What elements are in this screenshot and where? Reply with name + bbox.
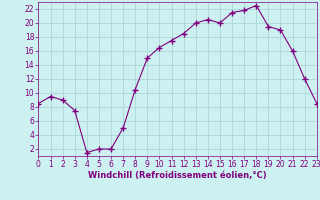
X-axis label: Windchill (Refroidissement éolien,°C): Windchill (Refroidissement éolien,°C) xyxy=(88,171,267,180)
